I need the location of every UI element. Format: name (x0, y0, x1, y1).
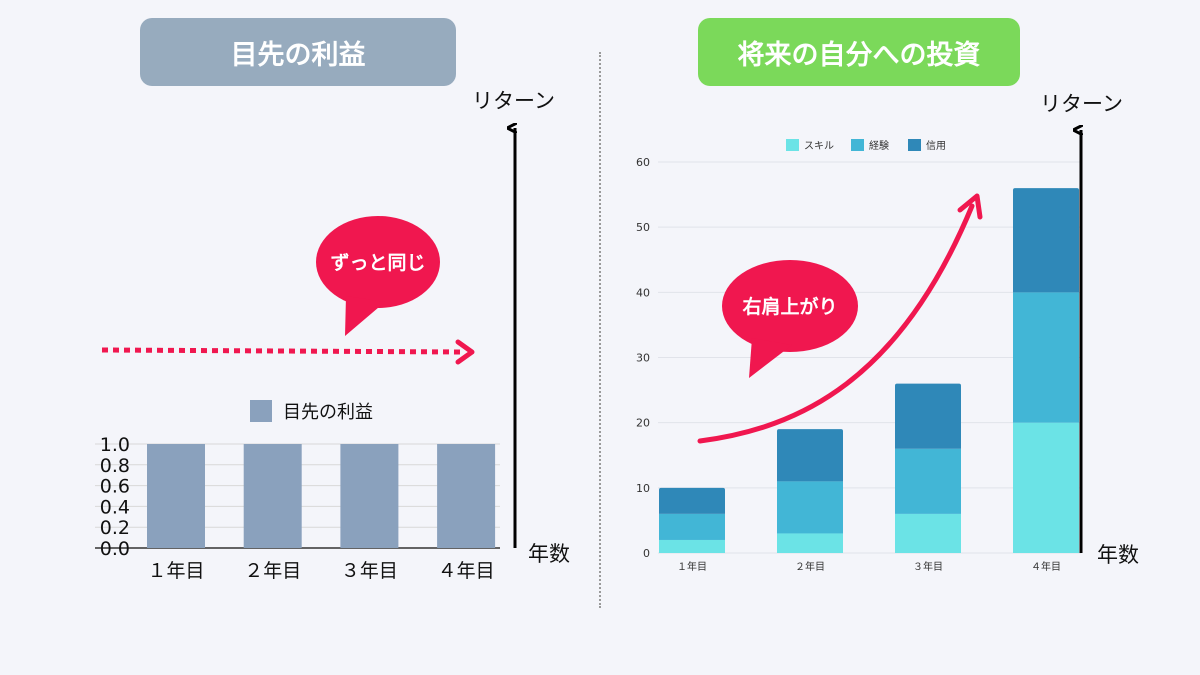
left-legend: 目先の利益 (250, 400, 373, 423)
left-category-label: ３年目 (341, 560, 398, 582)
left-bar (437, 444, 496, 548)
right-legend-label: スキル (804, 141, 834, 152)
left-legend-label: 目先の利益 (283, 402, 373, 423)
right-y-tick-label: 20 (636, 417, 650, 430)
right-bubble-text: 右肩上がり (741, 295, 837, 318)
left-category-label: １年目 (147, 560, 204, 582)
left-chart: 0.00.20.40.60.81.0 １年目 ２年目 ３年目 ４年目 目先の利益 (95, 400, 500, 582)
left-bar (340, 444, 399, 548)
right-bar-segment (1013, 188, 1079, 293)
right-y-tick-label: 40 (636, 286, 650, 299)
panel-divider (599, 52, 601, 608)
right-speech-bubble: 右肩上がり (722, 260, 858, 378)
left-x-axis-word: 年数 (528, 542, 570, 566)
right-bar-segment (777, 429, 843, 482)
right-legend-label: 信用 (926, 140, 946, 152)
right-legend-swatch (851, 139, 864, 151)
left-flat-dotted-arrow (101, 347, 463, 355)
right-chart: 0 10 20 30 40 50 60 １年目 ２年目 ３年目 ４年目 スキル 経験 信用 (636, 139, 1081, 573)
right-y-tick-label: 10 (636, 482, 650, 495)
left-y-tick-labels: 0.00.20.40.60.81.0 (100, 434, 130, 560)
right-bar-segment (659, 539, 725, 553)
right-y-tick-label: 30 (636, 352, 650, 365)
right-y-tick-labels: 0 10 20 30 40 50 60 (636, 156, 650, 560)
left-y-tick-label: 0.8 (100, 455, 130, 477)
left-category-label: ４年目 (438, 560, 495, 582)
right-bar-segment (895, 448, 961, 514)
left-bar (243, 444, 302, 548)
right-bar-segment (895, 513, 961, 553)
right-bar-segment (659, 513, 725, 540)
right-x-axis-word: 年数 (1097, 543, 1139, 567)
left-bars (147, 444, 496, 548)
left-y-axis-word: リターン (472, 89, 555, 113)
right-category-label: １年目 (677, 560, 707, 573)
left-y-tick-label: 0.4 (100, 496, 130, 518)
right-category-label: ３年目 (913, 560, 943, 573)
left-legend-swatch (250, 400, 272, 422)
right-legend: スキル 経験 信用 (786, 139, 946, 152)
right-y-tick-label: 50 (636, 221, 650, 234)
left-flat-arrowhead (455, 339, 475, 365)
right-bar-segment (659, 487, 725, 514)
right-growth-arrowhead (957, 193, 983, 220)
right-legend-swatch (908, 139, 921, 151)
left-y-tick-label: 0.2 (100, 517, 130, 539)
left-category-labels: １年目 ２年目 ３年目 ４年目 (147, 560, 494, 582)
left-category-label: ２年目 (244, 560, 301, 582)
right-gridlines (658, 161, 1081, 554)
right-bar-segment (895, 383, 961, 449)
left-bar (147, 444, 205, 548)
right-legend-swatch (786, 139, 799, 151)
right-y-axis-word: リターン (1040, 92, 1123, 116)
left-y-tick-label: 0.0 (100, 538, 130, 560)
right-bar-segment (1013, 292, 1079, 423)
right-y-tick-label: 60 (636, 156, 650, 169)
left-panel-title: 目先の利益 (140, 18, 456, 86)
right-bar-segment (777, 533, 843, 553)
right-stacked-bars (659, 188, 1079, 553)
right-y-tick-label: 0 (643, 547, 650, 560)
right-category-label: ４年目 (1031, 560, 1061, 573)
right-category-label: ２年目 (795, 560, 825, 573)
right-bar-segment (1013, 422, 1079, 553)
left-speech-bubble: ずっと同じ (316, 216, 440, 336)
left-y-tick-label: 1.0 (100, 434, 130, 456)
right-category-labels: １年目 ２年目 ３年目 ４年目 (677, 560, 1061, 573)
right-growth-curve (697, 203, 975, 444)
right-panel-title: 将来の自分への投資 (698, 18, 1020, 86)
right-legend-label: 経験 (869, 139, 889, 152)
left-y-tick-label: 0.6 (100, 476, 130, 498)
left-bubble-text: ずっと同じ (330, 252, 425, 274)
right-bar-segment (777, 481, 843, 534)
